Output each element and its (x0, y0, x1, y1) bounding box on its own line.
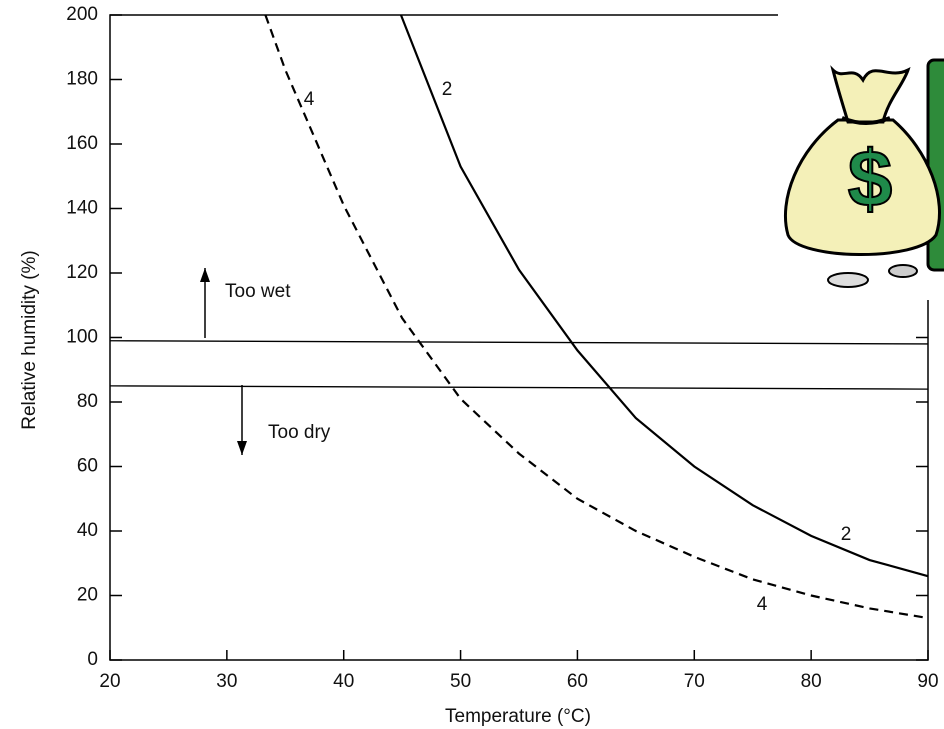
series-line (399, 14, 929, 578)
annotation: Too wet (225, 281, 291, 302)
y-tick-label: 20 (77, 585, 98, 606)
y-tick-label: 0 (87, 649, 98, 670)
x-tick-label: 40 (333, 671, 354, 692)
x-tick-label: 70 (684, 671, 705, 692)
dollar-sign: $ (848, 134, 893, 223)
y-axis-label: Relative humidity (%) (19, 250, 40, 430)
x-axis-label: Temperature (°C) (445, 706, 591, 727)
y-tick-label: 200 (66, 4, 98, 25)
reference-line (109, 385, 929, 390)
bag-tie (841, 116, 891, 125)
series-line (264, 14, 929, 620)
x-tick-label: 30 (216, 671, 237, 692)
x-tick-label: 90 (917, 671, 938, 692)
y-tick-label: 140 (66, 198, 98, 219)
coin (888, 264, 918, 278)
y-tick-label: 180 (66, 69, 98, 90)
reference-line (109, 340, 929, 345)
series-label: 4 (757, 594, 768, 615)
clip-art: $ (778, 0, 944, 300)
coin (827, 272, 869, 288)
arrow-head (237, 441, 247, 455)
bag-top (830, 65, 911, 124)
arrow-head (200, 268, 210, 282)
y-tick-label: 60 (77, 456, 98, 477)
x-tick-label: 80 (801, 671, 822, 692)
series-label: 4 (304, 89, 315, 110)
series-label: 2 (841, 524, 852, 545)
y-tick-label: 120 (66, 262, 98, 283)
y-tick-label: 100 (66, 327, 98, 348)
y-tick-label: 80 (77, 391, 98, 412)
annotation: Too dry (268, 422, 331, 443)
money-bag (783, 118, 941, 256)
series-label: 2 (442, 79, 453, 100)
x-tick-label: 50 (450, 671, 471, 692)
x-tick-label: 60 (567, 671, 588, 692)
y-tick-label: 40 (77, 520, 98, 541)
x-tick-label: 20 (99, 671, 120, 692)
y-tick-label: 160 (66, 133, 98, 154)
